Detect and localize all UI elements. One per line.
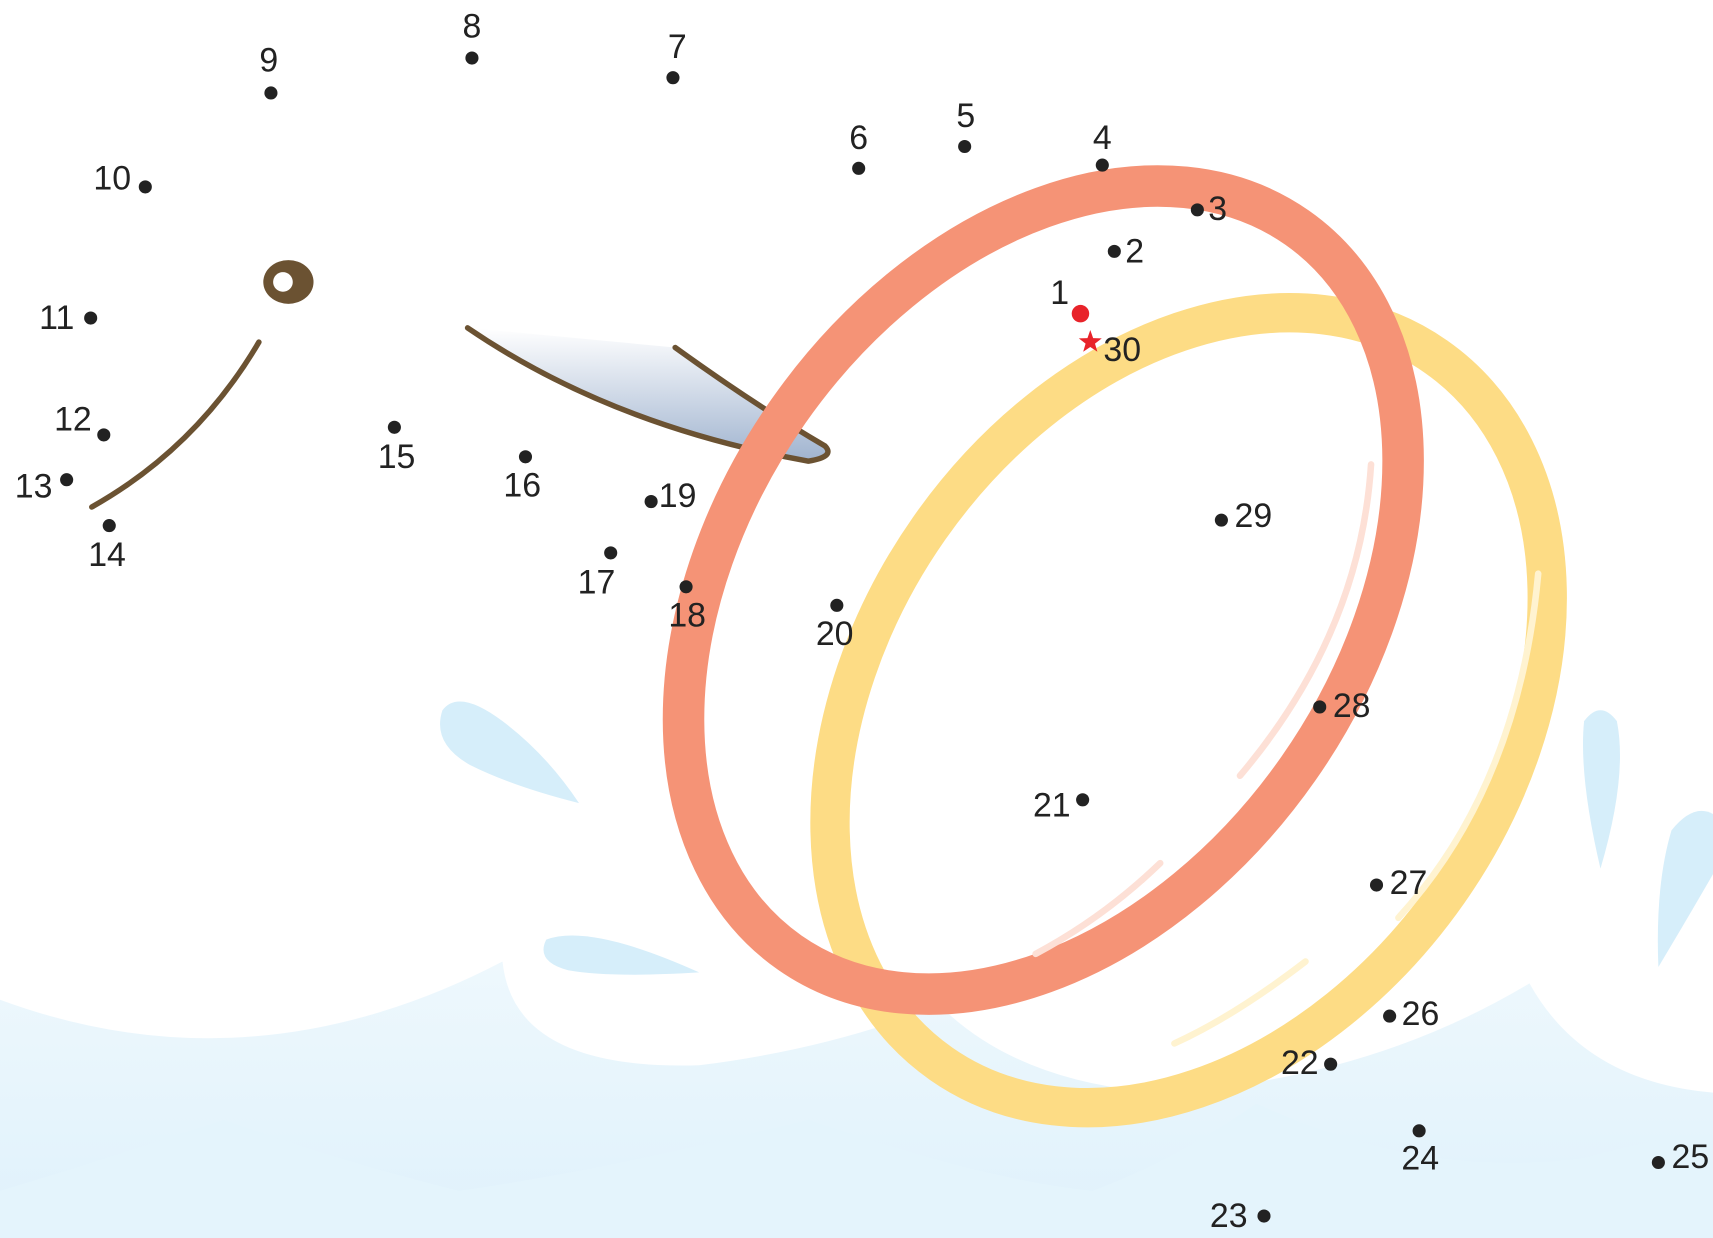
dot <box>1383 1009 1397 1023</box>
dot-number: 12 <box>54 401 92 439</box>
dot-number: 17 <box>578 564 616 602</box>
dot-number: 25 <box>1671 1138 1709 1176</box>
splash <box>1582 710 1620 869</box>
dot <box>60 473 74 487</box>
dot-number: 6 <box>849 119 868 157</box>
dot <box>465 51 479 65</box>
dot-number: 14 <box>88 536 126 574</box>
dot <box>1107 244 1121 258</box>
dot-number: 8 <box>463 7 482 45</box>
dot-number: 29 <box>1234 497 1272 535</box>
eye-highlight <box>273 272 293 292</box>
dot <box>1257 1209 1271 1223</box>
dot <box>830 598 844 612</box>
dot <box>138 180 152 194</box>
dot <box>666 71 680 85</box>
dot <box>604 546 618 560</box>
splash <box>440 701 580 804</box>
dot-number: 19 <box>659 477 697 515</box>
ring-highlight <box>1171 958 1309 1047</box>
splash <box>543 935 700 975</box>
orange-ring <box>662 165 1424 1015</box>
dot-number: 5 <box>956 97 975 135</box>
dot <box>84 311 98 325</box>
dot-number: 28 <box>1333 687 1371 725</box>
cheek-line <box>89 339 262 510</box>
dot-number: 24 <box>1401 1139 1439 1177</box>
bird <box>89 260 831 510</box>
dot-number: 3 <box>1208 190 1227 228</box>
dot <box>679 580 693 594</box>
dot-number: 15 <box>378 438 416 476</box>
splash <box>1657 810 1713 967</box>
dot-number: 11 <box>39 299 74 337</box>
wave <box>0 1103 1713 1238</box>
dot-number: 23 <box>1210 1197 1248 1235</box>
dot <box>1076 793 1090 807</box>
dot-number: 9 <box>259 41 278 79</box>
dot <box>1651 1155 1665 1170</box>
dot <box>518 450 533 464</box>
dot-number: 2 <box>1125 233 1144 271</box>
ring-highlight <box>1032 859 1164 958</box>
dot-number: 7 <box>668 28 687 66</box>
dot <box>264 86 278 100</box>
end-star <box>1078 330 1102 352</box>
dot-number: 30 <box>1103 331 1141 369</box>
dot <box>852 161 866 175</box>
dot-number: 21 <box>1033 786 1071 824</box>
dot-number: 4 <box>1093 119 1112 157</box>
rings <box>662 165 1567 1128</box>
dot <box>1190 203 1204 217</box>
dot <box>1369 878 1384 892</box>
dot <box>1313 700 1327 714</box>
dot <box>958 139 972 154</box>
dot <box>1214 513 1228 527</box>
background <box>0 701 1713 1238</box>
beak-fill <box>467 327 831 463</box>
dot-number: 16 <box>503 466 541 504</box>
dot-number: 18 <box>668 596 706 634</box>
yellow-ring <box>810 293 1567 1128</box>
dot <box>1412 1124 1426 1138</box>
dot-number: 10 <box>93 159 131 197</box>
beak-line <box>464 325 831 464</box>
ring-highlight <box>1395 570 1542 922</box>
dot <box>387 420 401 434</box>
start-dot <box>1071 304 1090 323</box>
dot-number: 26 <box>1402 995 1440 1033</box>
dot <box>102 519 116 533</box>
dot-number: 20 <box>816 615 854 653</box>
dot-number: 1 <box>1050 274 1069 312</box>
dot <box>1324 1057 1338 1071</box>
dot <box>1095 158 1109 172</box>
dot-number: 22 <box>1281 1044 1319 1082</box>
dot-number: 27 <box>1390 864 1428 902</box>
dot <box>644 495 658 509</box>
ring-highlight <box>1236 461 1375 780</box>
dot <box>97 428 111 442</box>
dot-number: 13 <box>15 467 53 505</box>
